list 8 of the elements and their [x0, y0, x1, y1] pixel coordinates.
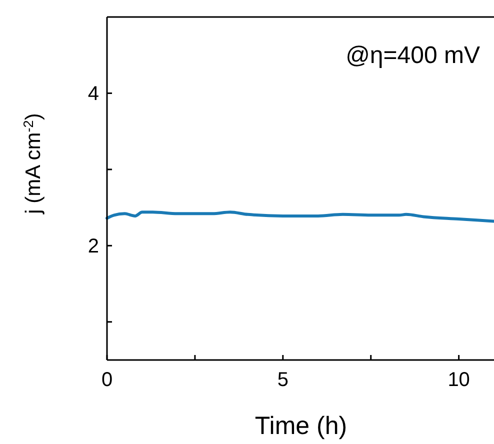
x-tick-label: 10 — [448, 369, 470, 391]
x-axis-title: Time (h) — [254, 412, 348, 440]
x-tick-label: 0 — [101, 369, 113, 391]
y-tick-label: 4 — [88, 83, 99, 106]
line-series — [106, 210, 494, 223]
x-tick-label: 5 — [277, 369, 288, 391]
annotation: @η=400 mV — [346, 42, 480, 69]
y-tick-label: 2 — [88, 236, 99, 258]
